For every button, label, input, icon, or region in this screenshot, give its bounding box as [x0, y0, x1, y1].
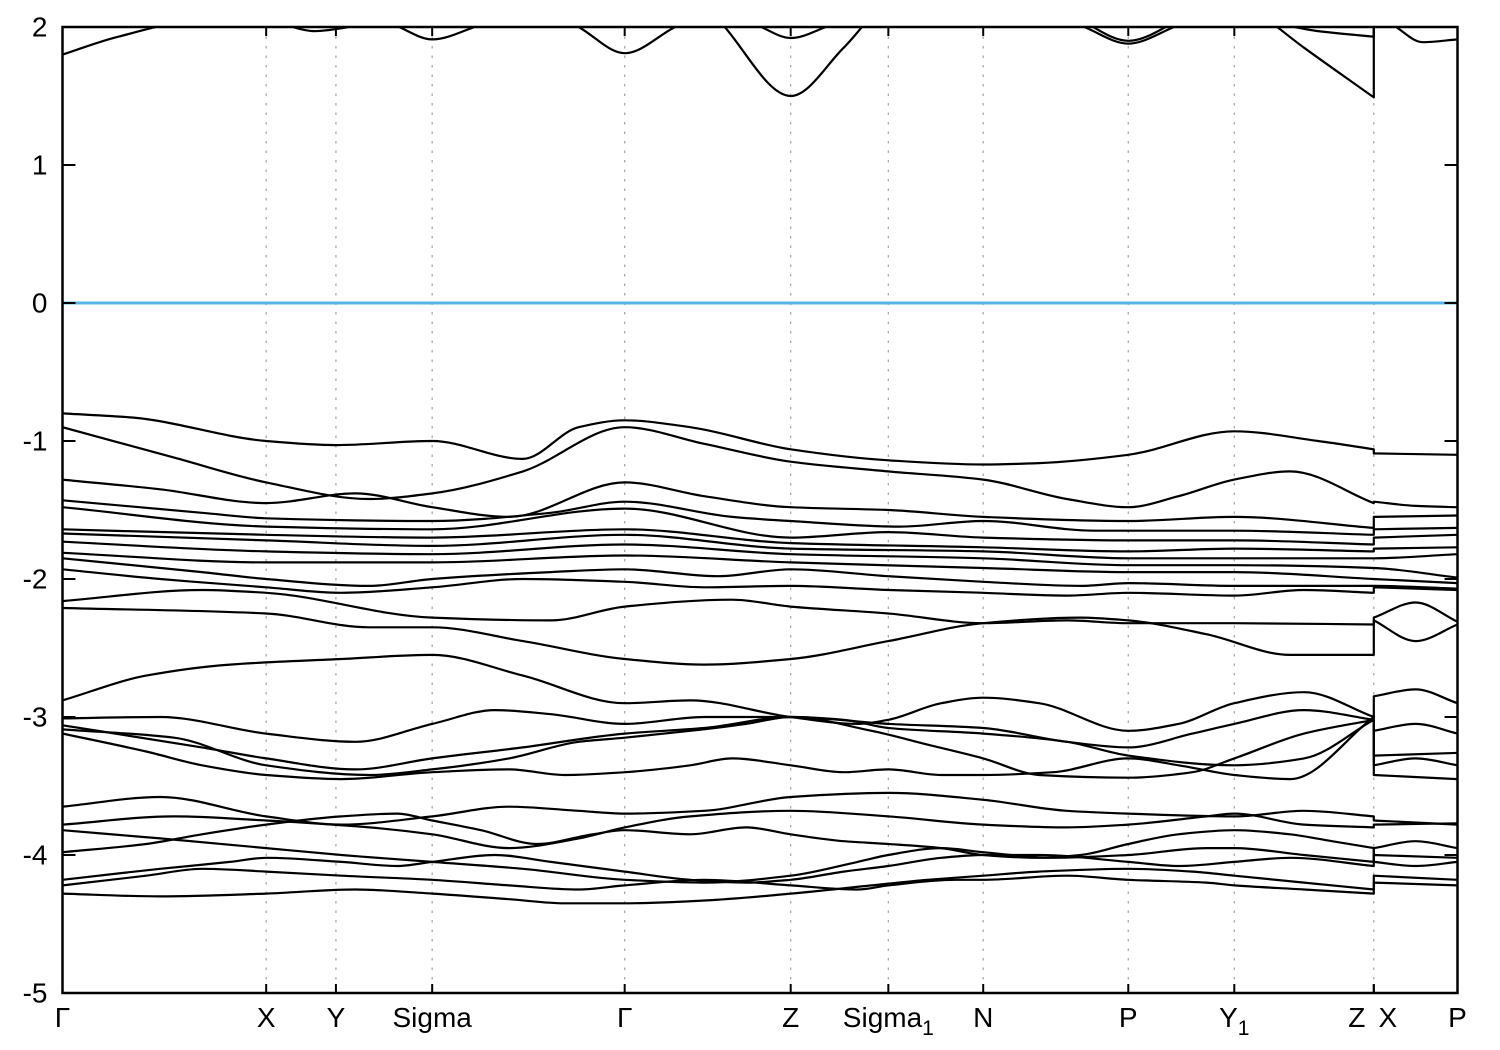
y-tick-label: -1: [23, 426, 48, 457]
band-curve: [62, 588, 1458, 626]
y-tick-label: -5: [23, 978, 48, 1009]
y-tick-label: -3: [23, 702, 48, 733]
x-tick-label: Y1: [1219, 1002, 1249, 1040]
band-curve: [62, 606, 1458, 666]
x-tick-label: Z: [1348, 1002, 1365, 1033]
x-tick-label: Z: [782, 1002, 799, 1033]
band-curve: [62, 506, 1458, 546]
x-tick-label: P: [1119, 1002, 1138, 1033]
band-curve: [62, 867, 1458, 905]
x-tick-label: Y: [327, 1002, 346, 1033]
band-curve: [62, 809, 1458, 850]
band-curve: [62, 715, 1458, 779]
band-curve: [62, 528, 1458, 553]
x-tick-label: X: [1378, 1002, 1397, 1033]
band-curve: [1090, 27, 1168, 42]
band-curve: [62, 557, 1458, 590]
band-curve: [62, 412, 1458, 466]
x-tick-label: X: [257, 1002, 276, 1033]
band-curve: [62, 478, 1458, 529]
band-curve: [62, 812, 1458, 868]
y-tick-label: -4: [23, 840, 48, 871]
y-tick-label: 2: [32, 12, 48, 43]
band-curve: [723, 27, 1375, 99]
x-tick-label: Γ: [55, 1002, 70, 1033]
band-curve: [62, 709, 1458, 749]
x-tick-label: P: [1448, 1002, 1467, 1033]
band-curve: [62, 853, 1458, 884]
band-curve: [62, 540, 1458, 579]
band-curve: [62, 551, 1458, 585]
band-curve: [62, 867, 1458, 895]
x-tick-label: N: [973, 1002, 993, 1033]
band-curve: [62, 829, 1458, 884]
y-tick-label: 1: [32, 150, 48, 181]
band-curve: [62, 499, 1458, 536]
plot-border: [61, 25, 1459, 995]
band-curve: [62, 568, 1458, 597]
band-curve: [62, 532, 1458, 560]
x-tick-label: Sigma1: [843, 1002, 934, 1040]
y-tick-label: 0: [32, 288, 48, 319]
band-curve: [62, 426, 1458, 509]
y-tick-label: -2: [23, 564, 48, 595]
band-curve: [62, 27, 1458, 56]
x-tick-label: Sigma: [392, 1002, 472, 1033]
x-tick-label: Γ: [617, 1002, 632, 1033]
band-curve: [62, 715, 1458, 781]
